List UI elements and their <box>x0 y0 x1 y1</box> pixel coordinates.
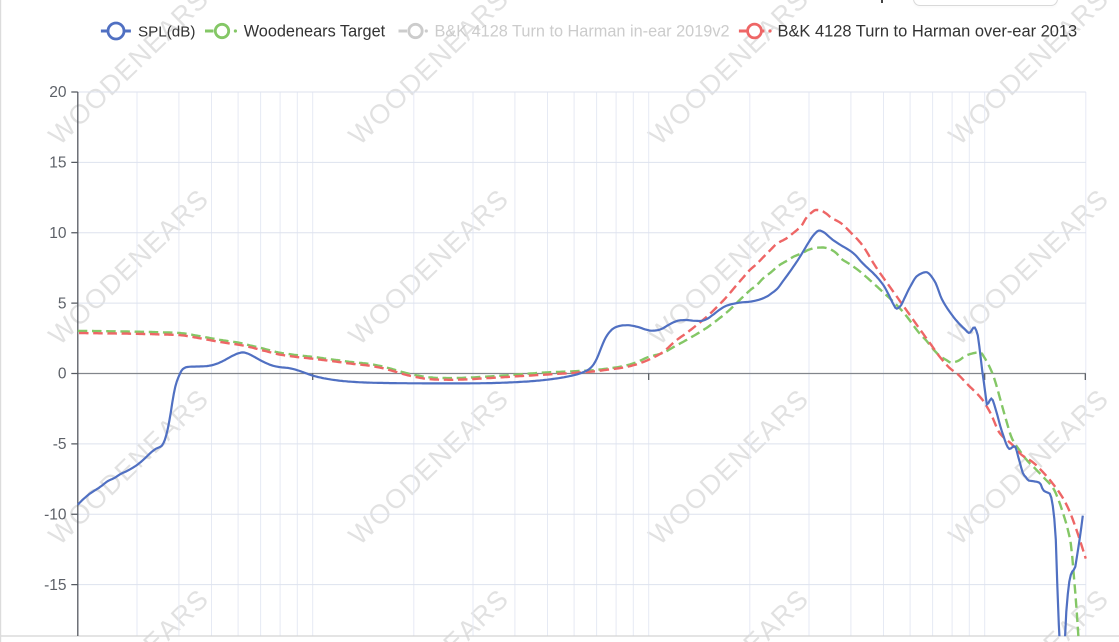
svg-text:0: 0 <box>58 366 67 383</box>
svg-text:B&K 4128 Turn to Harman in-ear: B&K 4128 Turn to Harman in-ear 2019v2 <box>435 23 730 41</box>
svg-text:15: 15 <box>49 155 66 172</box>
svg-text:5: 5 <box>58 295 67 312</box>
svg-text:SPL(dB): SPL(dB) <box>138 24 195 41</box>
svg-text:-10: -10 <box>44 507 67 524</box>
svg-text:Woodenears Target: Woodenears Target <box>244 23 386 41</box>
svg-text:-5: -5 <box>53 436 67 453</box>
svg-text:10: 10 <box>49 225 67 242</box>
svg-text:-15: -15 <box>44 577 66 594</box>
svg-text:B&K 4128 Turn to Harman over-e: B&K 4128 Turn to Harman over-ear 2013 <box>778 23 1078 41</box>
svg-text:20: 20 <box>49 84 67 101</box>
